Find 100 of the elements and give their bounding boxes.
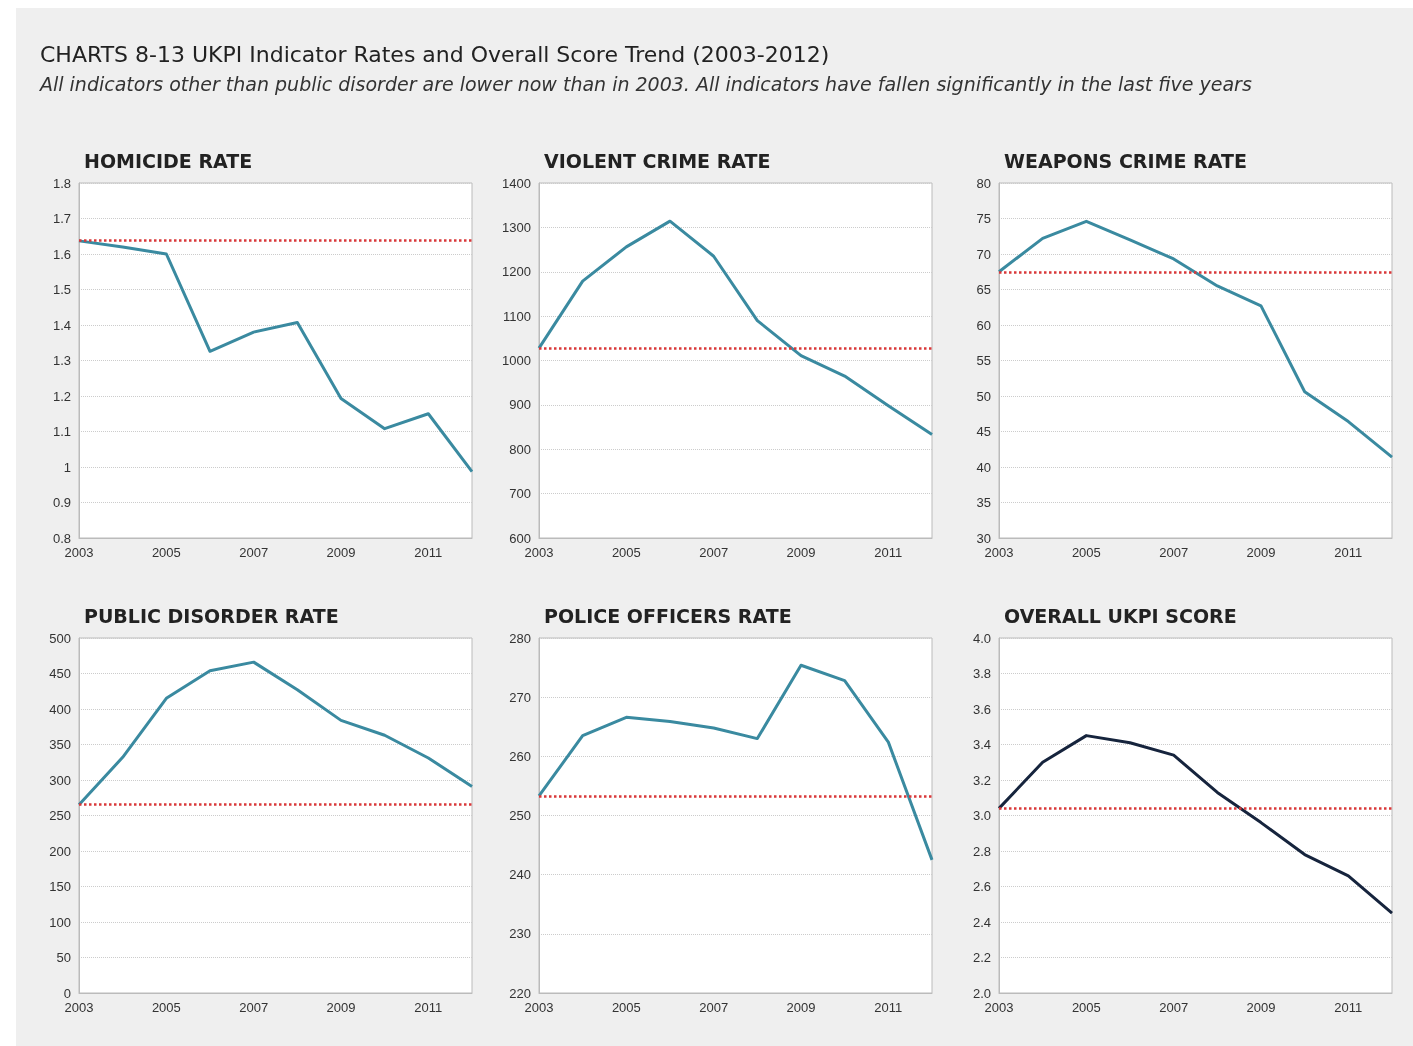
x-tick-label: 2003 xyxy=(64,1000,94,1015)
x-tick-label: 2009 xyxy=(786,1000,816,1015)
y-tick-label: 300 xyxy=(49,772,71,788)
chart-title: HOMICIDE RATE xyxy=(84,149,253,172)
chart-title: WEAPONS CRIME RATE xyxy=(1004,149,1247,172)
y-tick-label: 2.6 xyxy=(972,879,991,894)
y-tick-label: 3.6 xyxy=(972,701,991,717)
y-tick-label: 1200 xyxy=(502,264,531,280)
line-series xyxy=(997,734,1394,915)
line-series xyxy=(77,239,474,474)
x-tick-label: 2009 xyxy=(786,545,816,560)
x-tick-label: 2003 xyxy=(984,1000,1014,1015)
y-tick-label: 30 xyxy=(976,530,991,546)
y-tick-label: 250 xyxy=(49,808,71,823)
x-tick-label: 2011 xyxy=(1334,1000,1363,1015)
y-tick-label: 600 xyxy=(509,530,531,546)
y-tick-label: 230 xyxy=(509,926,531,942)
y-tick-label: 3.2 xyxy=(972,772,991,788)
y-tick-label: 350 xyxy=(49,737,71,752)
y-tick-label: 270 xyxy=(509,689,531,705)
y-tick-label: 75 xyxy=(976,211,991,226)
x-tick-label: 2007 xyxy=(1159,1000,1189,1015)
x-tick-label: 2007 xyxy=(699,1000,729,1015)
y-tick-label: 700 xyxy=(509,486,531,502)
y-tick-label: 50 xyxy=(976,388,991,404)
y-tick-label: 0 xyxy=(63,985,71,1001)
y-tick-label: 2.8 xyxy=(972,843,991,859)
y-tick-label: 40 xyxy=(976,459,991,475)
y-tick-label: 280 xyxy=(509,630,531,646)
x-tick-label: 2007 xyxy=(699,545,729,560)
y-tick-label: 900 xyxy=(509,397,531,413)
y-tick-label: 3.0 xyxy=(972,808,991,823)
x-tick-label: 2007 xyxy=(239,1000,269,1015)
text: CHARTS 8-13 UKPI Indicator Rates and Overall Score Trend (2003-2012) xyxy=(40,42,831,67)
chart-title: VIOLENT CRIME RATE xyxy=(544,149,771,172)
y-tick-label: 65 xyxy=(976,282,991,297)
x-tick-label: 2007 xyxy=(1159,545,1189,560)
x-tick-label: 2003 xyxy=(64,545,94,560)
x-tick-label: 2003 xyxy=(524,545,554,560)
y-tick-label: 260 xyxy=(509,748,531,764)
y-tick-label: 3.8 xyxy=(972,666,991,681)
y-tick-label: 45 xyxy=(976,424,991,439)
y-tick-label: 150 xyxy=(49,879,71,894)
y-tick-label: 0.8 xyxy=(52,530,71,546)
y-tick-label: 0.9 xyxy=(52,495,71,510)
y-tick-label: 4.0 xyxy=(972,630,991,646)
y-tick-label: 1.4 xyxy=(52,317,71,333)
chart-title: OVERALL UKPI SCORE xyxy=(1004,604,1237,627)
x-tick-label: 2005 xyxy=(1071,1000,1101,1015)
x-tick-label: 2005 xyxy=(151,545,181,560)
text: All indicators other than public disorder are lower now than in 2003. All indicators have fallen significantly in the last five years xyxy=(40,73,1253,95)
y-tick-label: 55 xyxy=(976,353,991,368)
y-tick-label: 1100 xyxy=(503,308,531,324)
y-tick-label: 1.2 xyxy=(52,388,71,404)
x-tick-label: 2005 xyxy=(611,545,641,560)
x-tick-label: 2003 xyxy=(984,545,1014,560)
y-tick-label: 100 xyxy=(49,914,71,930)
x-tick-label: 2007 xyxy=(239,545,269,560)
line-series xyxy=(77,660,474,807)
y-tick-label: 1.7 xyxy=(52,211,71,226)
y-tick-label: 2.0 xyxy=(972,985,991,1001)
y-tick-label: 400 xyxy=(49,701,71,717)
line-series xyxy=(997,219,1394,459)
y-tick-label: 2.4 xyxy=(972,914,991,930)
x-tick-label: 2009 xyxy=(326,1000,356,1015)
y-tick-label: 220 xyxy=(509,985,531,1001)
y-tick-label: 50 xyxy=(56,950,71,965)
y-tick-label: 1.8 xyxy=(52,175,71,191)
y-tick-label: 1.5 xyxy=(52,282,71,297)
y-tick-label: 1400 xyxy=(502,175,531,191)
line-series xyxy=(537,219,934,437)
x-tick-label: 2011 xyxy=(874,1000,903,1015)
y-tick-label: 240 xyxy=(509,867,531,883)
x-tick-label: 2009 xyxy=(1246,545,1276,560)
y-tick-label: 1000 xyxy=(502,353,531,368)
chart-title: PUBLIC DISORDER RATE xyxy=(84,604,339,627)
y-tick-label: 1.3 xyxy=(52,353,71,368)
line-series xyxy=(537,663,934,862)
x-tick-label: 2009 xyxy=(326,545,356,560)
y-tick-label: 1300 xyxy=(502,219,531,235)
y-tick-label: 3.4 xyxy=(972,737,991,752)
y-tick-label: 35 xyxy=(976,495,991,510)
y-tick-label: 1 xyxy=(63,459,71,475)
y-tick-label: 60 xyxy=(976,317,991,333)
y-tick-label: 800 xyxy=(509,441,531,457)
y-tick-label: 200 xyxy=(49,843,71,859)
x-tick-label: 2011 xyxy=(1334,545,1363,560)
y-tick-label: 1.6 xyxy=(52,246,71,262)
y-tick-label: 250 xyxy=(509,808,531,823)
x-tick-label: 2003 xyxy=(524,1000,554,1015)
y-tick-label: 450 xyxy=(49,666,71,681)
x-tick-label: 2011 xyxy=(414,1000,443,1015)
x-tick-label: 2011 xyxy=(414,545,443,560)
x-tick-label: 2005 xyxy=(151,1000,181,1015)
x-tick-label: 2011 xyxy=(874,545,903,560)
y-tick-label: 70 xyxy=(976,246,991,262)
chart-title: POLICE OFFICERS RATE xyxy=(544,604,792,627)
y-tick-label: 500 xyxy=(49,630,71,646)
y-tick-label: 2.2 xyxy=(972,950,991,965)
x-tick-label: 2005 xyxy=(611,1000,641,1015)
